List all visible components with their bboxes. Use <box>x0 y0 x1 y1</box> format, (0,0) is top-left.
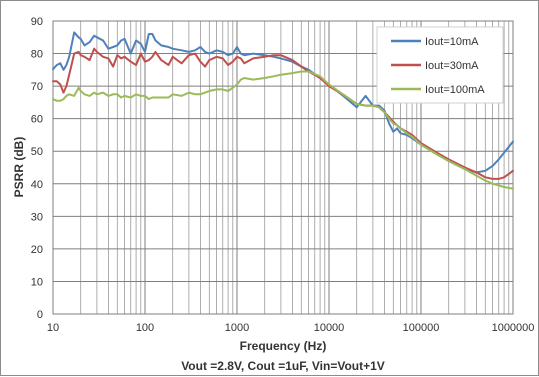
x-tick-label: 10000 <box>314 322 345 334</box>
y-tick-label: 90 <box>31 16 43 28</box>
plot-border <box>52 20 514 315</box>
y-tick-label: 10 <box>31 276 43 288</box>
y-axis-ticks: 0 10 20 30 40 50 60 70 80 90 <box>31 16 43 321</box>
series-line-iout-10ma <box>52 31 514 174</box>
chart-caption: Vout =2.8V, Cout =1uF, Vin=Vout+1V <box>181 359 385 373</box>
y-tick-label: 40 <box>31 179 43 191</box>
x-axis-title: Frequency (Hz) <box>240 339 327 353</box>
y-tick-label: 30 <box>31 211 43 223</box>
x-tick-label: 10 <box>47 322 59 334</box>
y-tick-label: 50 <box>31 146 43 158</box>
legend-label-iout-10ma: Iout=10mA <box>425 36 479 48</box>
x-tick-label: 1000000 <box>492 322 535 334</box>
legend-label-iout-100ma: Iout=100mA <box>425 84 485 96</box>
legend-label-iout-30ma: Iout=30mA <box>425 60 479 72</box>
x-tick-label: 100 <box>136 322 154 334</box>
y-axis-title: PSRR (dB) <box>12 137 26 198</box>
x-tick-label: 1000 <box>225 322 249 334</box>
minor-gridlines <box>80 21 510 314</box>
y-tick-label: 60 <box>31 114 43 126</box>
series-line-iout-100ma <box>52 70 514 190</box>
y-tick-label: 80 <box>31 49 43 61</box>
series-lines <box>52 31 514 190</box>
y-tick-label: 70 <box>31 81 43 93</box>
y-tick-label: 20 <box>31 244 43 256</box>
legend: Iout=10mA Iout=30mA Iout=100mA <box>376 26 504 104</box>
x-axis-ticks: 10 100 1000 10000 100000 1000000 <box>47 322 535 334</box>
x-tick-label: 100000 <box>403 322 440 334</box>
y-tick-label: 0 <box>37 309 43 321</box>
